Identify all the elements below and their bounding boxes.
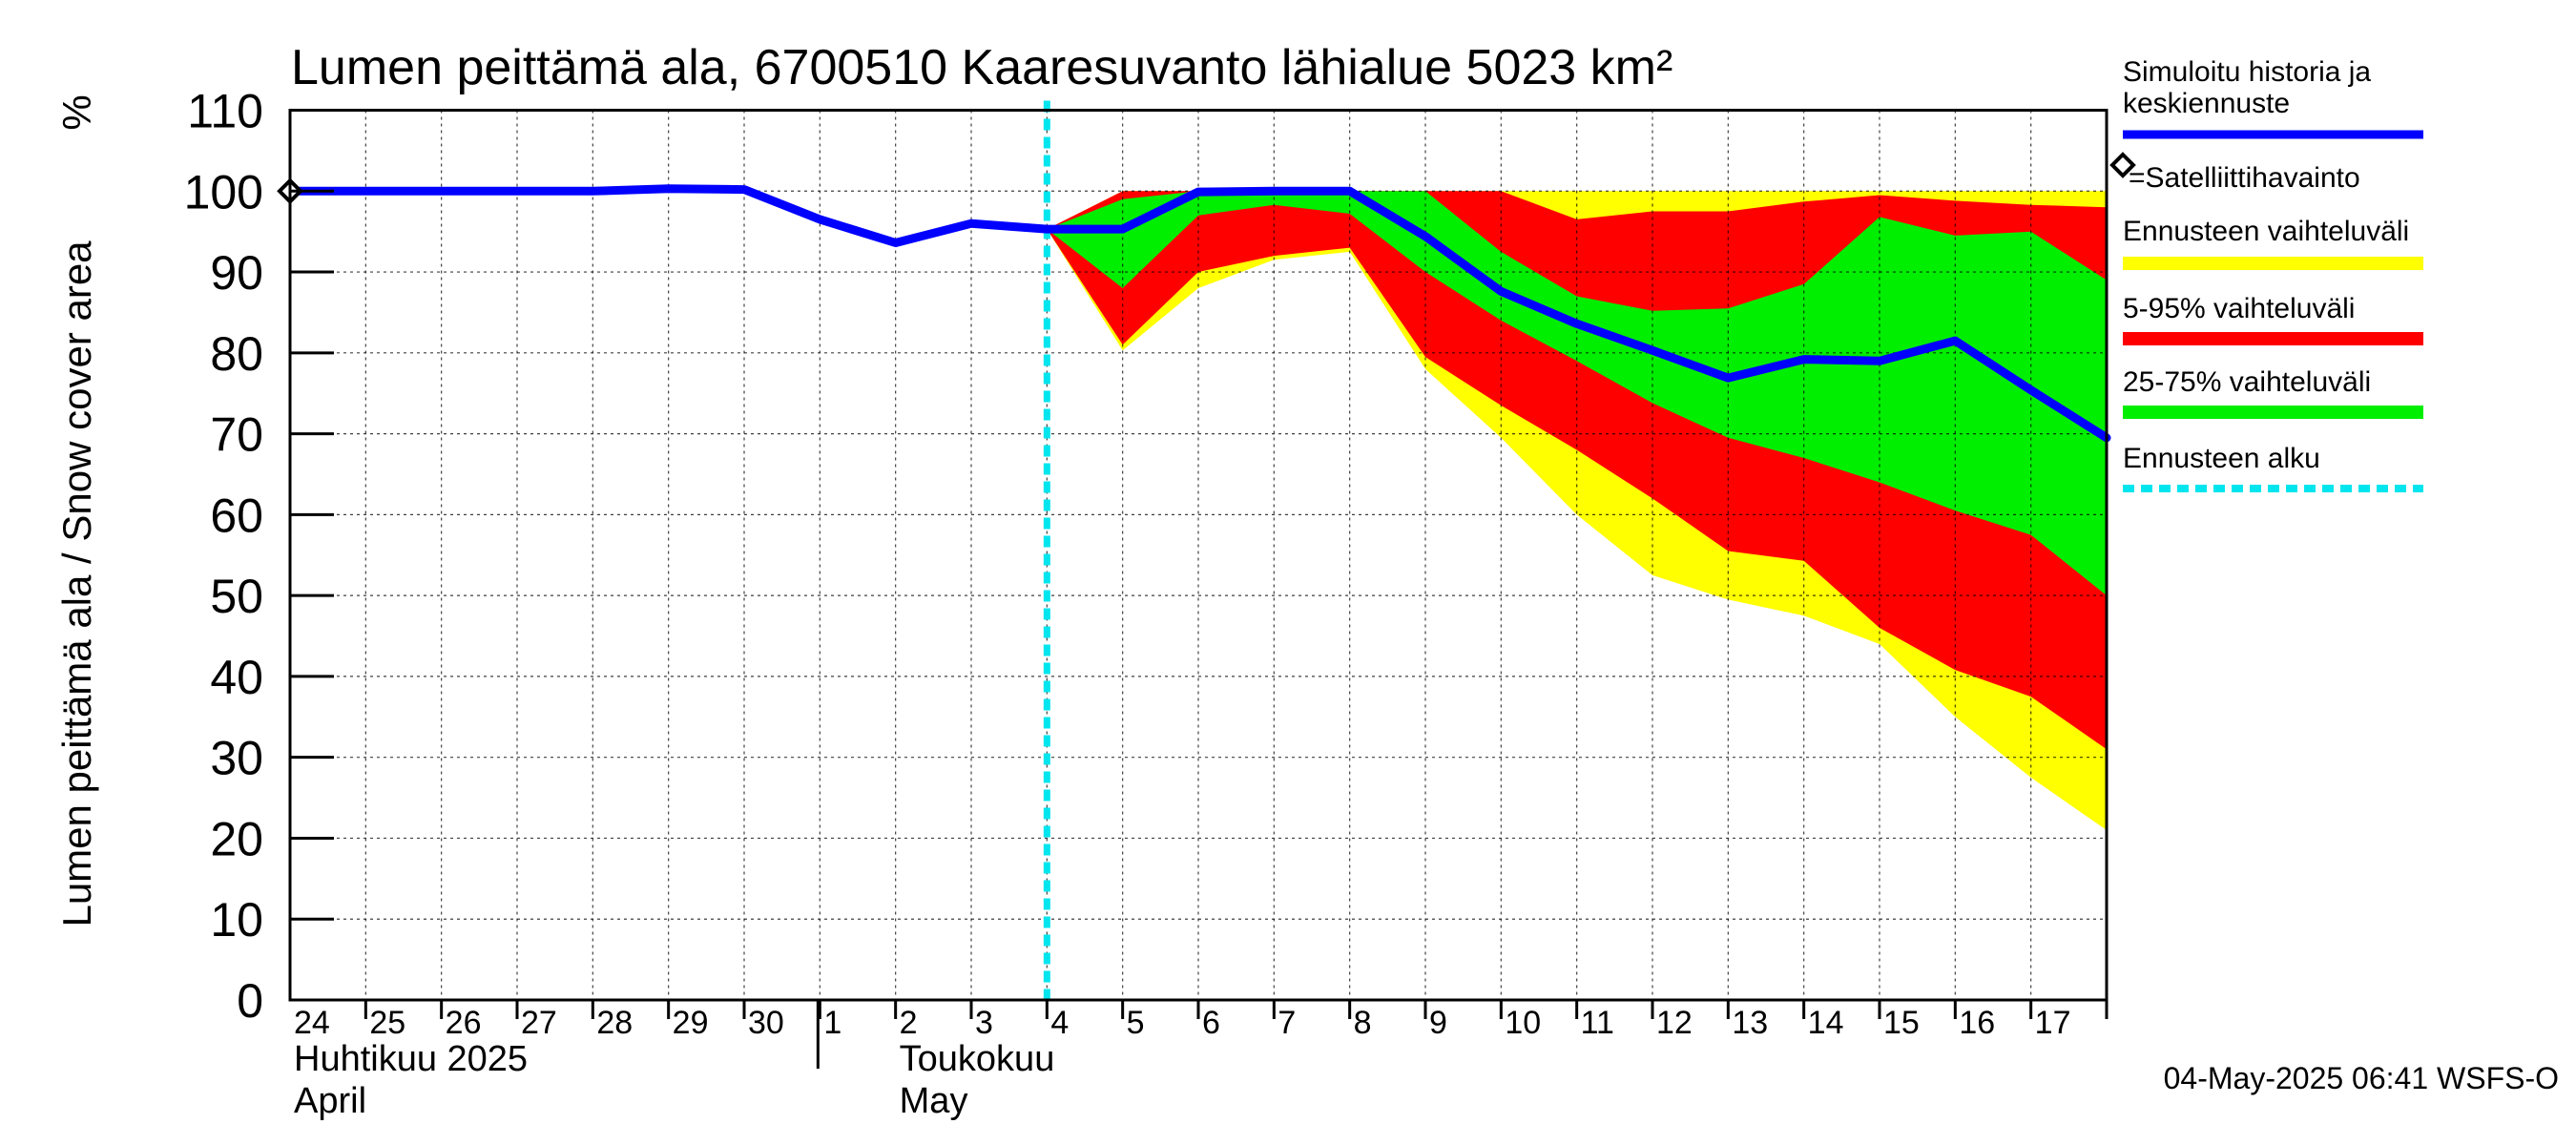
- y-tick-label: 70: [210, 408, 263, 462]
- x-tick-label: 14: [1808, 1005, 1844, 1041]
- y-tick-label: 100: [184, 165, 263, 219]
- legend-label-range-5-95: 5-95% vaihteluväli: [2123, 293, 2355, 324]
- y-tick-label: 40: [210, 651, 263, 704]
- x-tick-label: 13: [1732, 1005, 1768, 1041]
- y-tick-label: 50: [210, 570, 263, 623]
- series-lines: [285, 184, 2111, 443]
- x-tick-label: 9: [1429, 1005, 1447, 1041]
- x-tick-label: 7: [1278, 1005, 1296, 1041]
- x-tick-label: 26: [446, 1005, 482, 1041]
- x-tick-label: 15: [1883, 1005, 1920, 1041]
- y-tick-label: 90: [210, 246, 263, 300]
- legend-label-forecast-range: Ennusteen vaihteluväli: [2123, 216, 2409, 247]
- x-tick-label: 1: [823, 1005, 841, 1041]
- y-tick-label: 60: [210, 489, 263, 542]
- y-axis-label: Lumen peittämä ala / Snow cover area: [54, 240, 99, 927]
- month-label: Huhtikuu 2025: [294, 1039, 528, 1079]
- x-tick-label: 10: [1505, 1005, 1541, 1041]
- series-line-1: [285, 184, 2111, 443]
- y-tick-label: 10: [210, 893, 263, 947]
- legend-label-simulated-2: keskiennuste: [2123, 88, 2290, 119]
- legend-label-range-25-75: 25-75% vaihteluväli: [2123, 366, 2371, 398]
- x-tick-label: 4: [1050, 1005, 1069, 1041]
- x-tick-label: 30: [748, 1005, 784, 1041]
- x-tick-label: 6: [1202, 1005, 1220, 1041]
- band-3: [1047, 191, 2107, 596]
- y-tick-label: 20: [210, 812, 263, 865]
- timestamp-label: 04-May-2025 06:41 WSFS-O: [2164, 1061, 2559, 1095]
- x-tick-label: 27: [521, 1005, 557, 1041]
- x-tick-label: 8: [1354, 1005, 1372, 1041]
- month-label: Toukokuu: [900, 1039, 1055, 1079]
- y-tick-label: 110: [187, 85, 263, 138]
- x-tick-label: 24: [294, 1005, 330, 1041]
- x-tick-label: 28: [596, 1005, 633, 1041]
- month-label-en: April: [294, 1081, 366, 1121]
- x-tick-label: 29: [673, 1005, 709, 1041]
- legend-swatch-forecast-range: [2123, 257, 2423, 270]
- x-tick-label: 2: [900, 1005, 918, 1041]
- x-tick-label: 16: [1959, 1005, 1995, 1041]
- month-label-en: May: [900, 1081, 968, 1121]
- legend-swatch-range-25-75: [2123, 406, 2423, 419]
- y-tick-label: 80: [210, 327, 263, 381]
- forecast-bands: [1047, 191, 2107, 831]
- x-tick-label: 5: [1127, 1005, 1145, 1041]
- x-tick-label: 12: [1656, 1005, 1693, 1041]
- x-tick-label: 11: [1581, 1005, 1614, 1041]
- y-tick-label: 0: [237, 974, 263, 1028]
- legend-label-satellite: =Satelliittihavainto: [2129, 162, 2360, 194]
- x-tick-label: 3: [975, 1005, 993, 1041]
- legend-label-forecast-start: Ennusteen alku: [2123, 443, 2320, 474]
- legend-swatch-satellite: [2109, 152, 2136, 178]
- x-tick-label: 17: [2035, 1005, 2071, 1041]
- legend-swatch-range-5-95: [2123, 332, 2423, 345]
- chart-title: Lumen peittämä ala, 6700510 Kaaresuvanto…: [291, 40, 1672, 95]
- y-tick-label: 30: [210, 732, 263, 785]
- x-tick-label: 25: [369, 1005, 405, 1041]
- legend-label-simulated: Simuloitu historia ja: [2123, 56, 2371, 88]
- y-axis-unit: %: [54, 94, 99, 130]
